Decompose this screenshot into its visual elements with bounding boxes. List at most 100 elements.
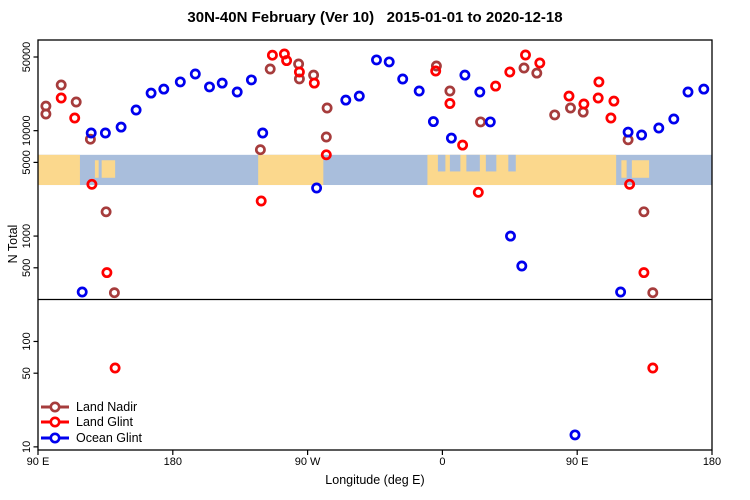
scatter-point-ocean-glint	[174, 76, 186, 88]
scatter-point-land-glint	[608, 95, 620, 107]
scatter-point-land-glint	[266, 49, 278, 61]
scatter-point-ocean-glint	[668, 113, 680, 125]
scatter-point-ocean-glint	[216, 77, 228, 89]
ocean-glint-marker-icon	[41, 432, 69, 444]
scatter-point-land-nadir	[320, 131, 332, 143]
scatter-point-land-nadir	[84, 133, 96, 145]
scatter-point-land-nadir	[549, 109, 561, 121]
map-strip-sea-patch	[485, 154, 497, 172]
scatter-point-ocean-glint	[459, 69, 471, 81]
y-tick-label: 500	[21, 259, 33, 277]
x-tick-label: 90 W	[295, 456, 321, 468]
scatter-point-ocean-glint	[569, 429, 581, 441]
scatter-point-land-glint	[624, 178, 636, 190]
x-tick-label: 180	[703, 456, 721, 468]
scatter-point-ocean-glint	[257, 127, 269, 139]
scatter-point-land-glint	[86, 178, 98, 190]
map-strip-sea-patch	[466, 154, 480, 172]
scatter-point-ocean-glint	[340, 94, 352, 106]
scatter-point-ocean-glint	[145, 87, 157, 99]
scatter-point-land-glint	[430, 65, 442, 77]
scatter-point-land-glint	[55, 92, 67, 104]
scatter-point-land-glint	[534, 57, 546, 69]
scatter-point-ocean-glint	[99, 127, 111, 139]
scatter-point-ocean-glint	[484, 116, 496, 128]
scatter-point-ocean-glint	[653, 122, 665, 134]
scatter-point-ocean-glint	[130, 104, 142, 116]
land-nadir-marker-icon	[41, 401, 69, 413]
scatter-point-ocean-glint	[383, 56, 395, 68]
scatter-point-land-glint	[320, 149, 332, 161]
scatter-point-land-nadir	[254, 144, 266, 156]
scatter-point-land-glint	[520, 49, 531, 61]
scatter-point-land-glint	[472, 186, 484, 198]
chart-title: 30N-40N February (Ver 10) 2015-01-01 to …	[187, 9, 563, 26]
legend: Land Nadir Land Glint Ocean Glint	[40, 399, 142, 446]
legend-item-land-glint: Land Glint	[40, 415, 142, 431]
map-strip-land	[258, 154, 324, 186]
map-strip-sea-patch	[437, 154, 446, 172]
x-tick-label: 180	[164, 456, 182, 468]
scatter-point-land-glint	[293, 66, 305, 78]
x-tick-label: 90 E	[27, 456, 50, 468]
y-tick-label: 100	[21, 332, 33, 350]
scatter-point-land-glint	[444, 98, 456, 109]
scatter-point-land-glint	[101, 267, 113, 279]
scatter-point-ocean-glint	[353, 90, 365, 102]
y-tick-label: 10	[21, 441, 33, 453]
land-glint-marker-icon	[41, 416, 69, 428]
y-axis-title: N Total	[6, 224, 20, 264]
scatter-point-land-glint	[563, 90, 575, 102]
scatter-point-land-nadir	[321, 102, 333, 114]
scatter-point-land-nadir	[518, 62, 530, 74]
scatter-point-ocean-glint	[622, 126, 634, 138]
scatter-point-land-nadir	[638, 206, 650, 218]
scatter-point-land-nadir	[264, 63, 276, 75]
scatter-point-land-nadir	[475, 116, 487, 128]
x-tick-label: 90 E	[566, 456, 589, 468]
scatter-point-ocean-glint	[615, 286, 627, 298]
scatter-point-land-glint	[281, 55, 293, 67]
legend-item-ocean-glint: Ocean Glint	[40, 430, 142, 446]
scatter-point-land-glint	[638, 267, 650, 279]
scatter-point-land-nadir	[100, 206, 112, 218]
scatter-point-land-glint	[592, 92, 604, 104]
legend-label-land-nadir: Land Nadir	[76, 399, 138, 414]
scatter-point-ocean-glint	[231, 86, 243, 98]
scatter-point-ocean-glint	[158, 83, 170, 95]
scatter-point-ocean-glint	[85, 127, 97, 139]
y-tick-label: 1000	[21, 224, 33, 248]
y-tick-label: 10000	[21, 115, 33, 146]
scatter-point-land-nadir	[40, 108, 52, 120]
scatter-point-ocean-glint	[204, 81, 215, 93]
legend-label-land-glint: Land Glint	[76, 415, 133, 430]
scatter-point-ocean-glint	[76, 286, 88, 298]
scatter-point-ocean-glint	[516, 260, 528, 272]
scatter-point-ocean-glint	[115, 121, 127, 133]
x-axis-title: Longitude (deg E)	[325, 473, 425, 487]
scatter-point-land-glint	[504, 66, 516, 78]
scatter-point-ocean-glint	[474, 86, 486, 98]
scatter-point-land-nadir	[430, 60, 442, 72]
scatter-point-land-glint	[308, 77, 320, 89]
x-tick-label: 0	[439, 456, 445, 468]
scatter-point-ocean-glint	[397, 73, 409, 85]
y-tick-label: 5000	[21, 150, 33, 174]
scatter-point-land-nadir	[565, 102, 576, 114]
scatter-point-land-glint	[109, 362, 121, 374]
map-strip-island	[631, 160, 650, 178]
scatter-point-ocean-glint	[445, 132, 457, 144]
map-strip-island	[621, 160, 627, 178]
y-tick-label: 50	[21, 367, 33, 379]
scatter-point-land-glint	[593, 76, 605, 88]
scatter-point-ocean-glint	[427, 116, 439, 128]
scatter-point-land-nadir	[647, 287, 659, 299]
scatter-point-land-nadir	[531, 67, 543, 79]
map-strip-island	[101, 160, 116, 178]
scatter-point-ocean-glint	[245, 74, 257, 86]
map-strip-sea-patch	[449, 154, 461, 172]
y-tick-label: 50000	[21, 42, 33, 73]
scatter-point-land-nadir	[55, 79, 67, 91]
